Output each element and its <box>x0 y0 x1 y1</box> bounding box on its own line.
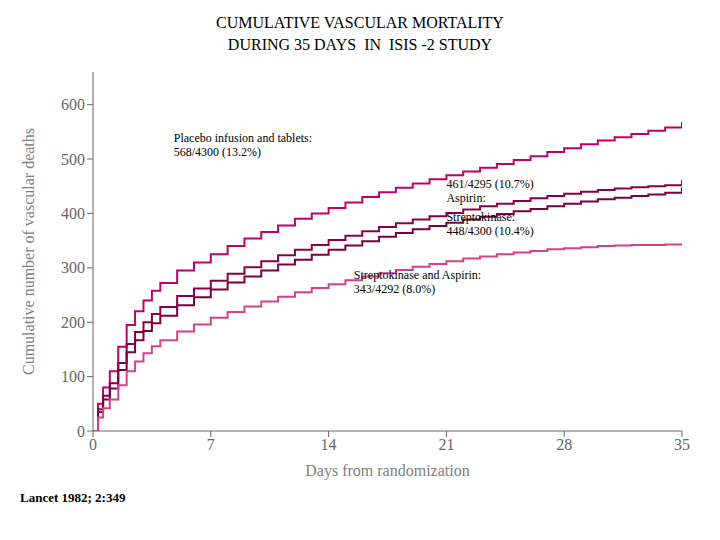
svg-text:35: 35 <box>674 436 690 453</box>
html-text:CUMULATIVE VASCULAR MORTALITY: CUMULATIVE VASCULAR MORTALITY <box>216 14 504 31</box>
svg-text:Cumulative number of vascular: Cumulative number of vascular deaths <box>20 128 37 375</box>
html-text:Lancet 1982; 2:349: Lancet 1982; 2:349 <box>20 490 126 505</box>
svg-text:600: 600 <box>61 96 85 113</box>
svg-text:28: 28 <box>556 436 572 453</box>
svg-text:400: 400 <box>61 205 85 222</box>
svg-text:0: 0 <box>77 423 85 440</box>
svg-text:0: 0 <box>89 436 97 453</box>
svg-text:14: 14 <box>321 436 337 453</box>
svg-text:200: 200 <box>61 314 85 331</box>
svg-text:500: 500 <box>61 151 85 168</box>
svg-text:100: 100 <box>61 368 85 385</box>
html-text:DURING 35 DAYS IN ISIS -2 STUD: DURING 35 DAYS IN ISIS -2 STUDY <box>227 36 493 53</box>
svg-text:461/4295 (10.7%)Aspirin:: 461/4295 (10.7%)Aspirin: <box>446 177 533 205</box>
svg-text:Days from randomization: Days from randomization <box>305 462 469 480</box>
svg-text:Streptokinase and Aspirin:343/: Streptokinase and Aspirin:343/4292 (8.0%… <box>354 268 481 296</box>
svg-text:21: 21 <box>438 436 454 453</box>
svg-text:Streptokinase:448/4300 (10.4%): Streptokinase:448/4300 (10.4%) <box>446 210 533 238</box>
svg-text:7: 7 <box>207 436 215 453</box>
svg-text:Placebo infusion and tablets:5: Placebo infusion and tablets:568/4300 (1… <box>174 131 312 159</box>
svg-text:300: 300 <box>61 259 85 276</box>
